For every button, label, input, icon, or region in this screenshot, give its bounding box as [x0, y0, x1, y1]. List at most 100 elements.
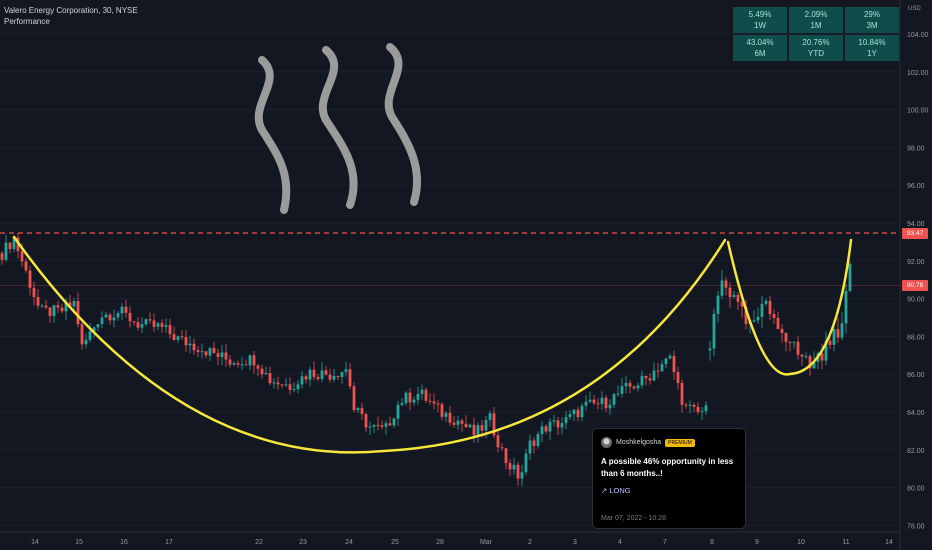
candle-body — [224, 352, 228, 360]
price-tick-label: 82.00 — [907, 448, 925, 455]
candle-body — [316, 376, 320, 380]
candle-body — [220, 352, 224, 357]
price-tick-label: 98.00 — [907, 145, 925, 152]
candle-body — [504, 448, 508, 464]
steam-squiggle-2 — [318, 46, 358, 209]
candle-body — [336, 375, 340, 378]
candle-body — [144, 319, 148, 325]
candle-body — [756, 316, 760, 321]
candle-body — [640, 375, 644, 386]
author-name[interactable]: Moshkelgosha — [616, 439, 662, 446]
candle-body — [548, 421, 552, 432]
perf-period: 1W — [754, 21, 766, 30]
candle-body — [704, 405, 708, 412]
candle-body — [256, 365, 260, 369]
candle-body — [156, 323, 160, 327]
candle-body — [720, 280, 724, 296]
time-tick-label: 14 — [31, 539, 39, 546]
candle-body — [204, 351, 208, 356]
candle-body — [636, 385, 640, 389]
candle-body — [612, 393, 616, 405]
time-tick-label: 4 — [618, 539, 622, 546]
candle-body — [460, 420, 464, 424]
candle-body — [372, 424, 376, 427]
candle-body — [264, 373, 268, 375]
perf-value: 20.76% — [802, 38, 830, 47]
candle-body — [8, 242, 12, 250]
steam-squiggle-3 — [384, 43, 422, 206]
candle-body — [124, 306, 128, 313]
candle-body — [532, 440, 536, 446]
candle-body — [308, 369, 312, 380]
candle-body — [468, 424, 472, 428]
candle-body — [128, 312, 132, 322]
candle-body — [792, 341, 796, 343]
candle-body — [580, 405, 584, 418]
candle-body — [676, 372, 680, 383]
candle-body — [36, 297, 40, 306]
idea-date: Mar 07, 2022 - 10:28 — [601, 515, 666, 522]
steam-squiggle-1 — [254, 56, 291, 214]
candle-body — [288, 384, 292, 390]
candle-body — [108, 314, 112, 321]
candle-body — [368, 426, 372, 428]
candle-body — [412, 399, 416, 403]
candle-body — [808, 356, 812, 369]
idea-title[interactable]: A possible 46% opportunity in less than … — [601, 457, 734, 478]
candle-body — [684, 404, 688, 406]
candle-body — [604, 397, 608, 409]
candle-body — [216, 353, 220, 357]
candle-body — [132, 321, 136, 323]
candle-body — [252, 355, 256, 366]
time-tick-label: 14 — [885, 539, 893, 546]
candle-body — [76, 301, 80, 325]
candle-body — [436, 403, 440, 405]
idea-card[interactable]: Moshkelgosha PREMIUM A possible 46% oppo… — [592, 428, 746, 529]
candle-body — [68, 302, 72, 307]
candle-body — [796, 341, 800, 355]
time-tick-label: 17 — [165, 539, 173, 546]
candle-body — [136, 322, 140, 328]
chart-legend: Valero Energy Corporation, 30, NYSE Perf… — [4, 5, 138, 27]
time-tick-label: 7 — [663, 539, 667, 546]
candle-body — [236, 363, 240, 365]
time-tick-label: 24 — [345, 539, 353, 546]
candle-body — [484, 420, 488, 431]
author-row: Moshkelgosha PREMIUM — [601, 437, 737, 448]
candle-body — [456, 420, 460, 425]
time-tick-label: Mar — [480, 539, 493, 546]
candle-body — [736, 294, 740, 302]
candle-body — [544, 426, 548, 432]
candle-body — [380, 425, 384, 427]
candle-body — [88, 331, 92, 340]
candle-body — [52, 305, 56, 317]
resistance-price-badge: 93.47 — [902, 228, 928, 239]
time-tick-label: 8 — [710, 539, 714, 546]
time-axis: 14 15 16 17 22 23 24 25 28 Mar 2 3 4 7 8 9 10 11 14 — [31, 539, 893, 546]
candle-body — [240, 364, 244, 366]
candle-body — [744, 306, 748, 325]
time-tick-label: 16 — [120, 539, 128, 546]
perf-cell-6m: 43.04% 6M — [733, 35, 787, 61]
time-tick-label: 15 — [75, 539, 83, 546]
candle-body — [184, 337, 188, 346]
candle-body — [324, 370, 328, 375]
candle-body — [524, 453, 528, 473]
candle-body — [452, 422, 456, 425]
candle-body — [528, 440, 532, 454]
perf-cell-ytd: 20.76% YTD — [789, 35, 843, 61]
perf-cell-1w: 5.49% 1W — [733, 7, 787, 33]
candle-body — [764, 300, 768, 304]
candle-body — [100, 317, 104, 324]
avatar[interactable] — [601, 437, 612, 448]
candle-body — [348, 369, 352, 387]
candle-body — [32, 287, 36, 298]
time-tick-label: 2 — [528, 539, 532, 546]
candle-body — [160, 323, 164, 327]
time-tick-label: 10 — [797, 539, 805, 546]
candle-body — [568, 414, 572, 418]
last-price-badge: 90.78 — [902, 280, 928, 291]
candle-body — [404, 392, 408, 404]
candle-body — [476, 425, 480, 436]
